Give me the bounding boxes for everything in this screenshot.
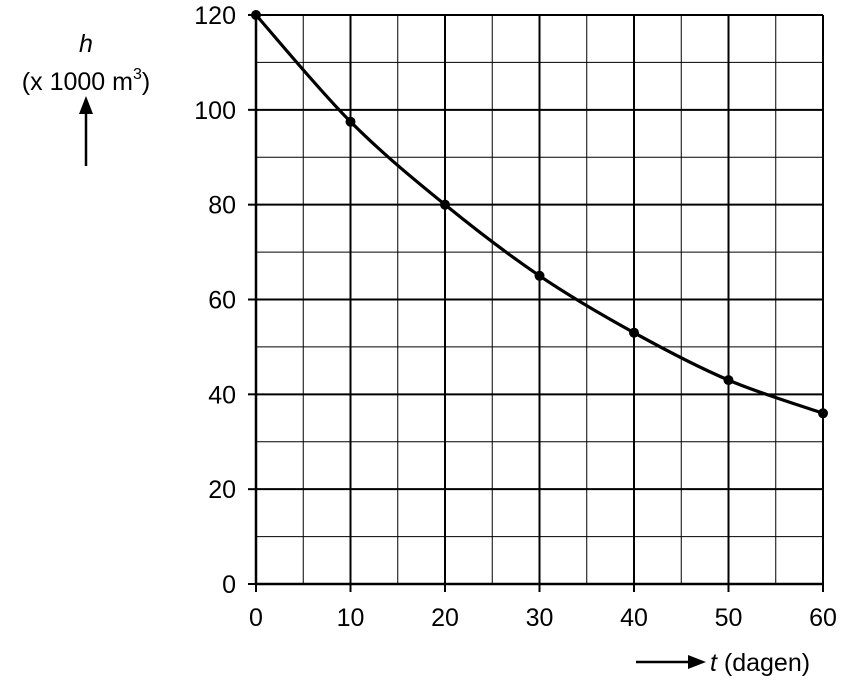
axes — [248, 14, 824, 592]
data-point — [723, 375, 734, 386]
y-axis-unit-prefix: (x 1000 m — [22, 68, 133, 96]
x-tick-label: 20 — [431, 604, 459, 632]
x-axis-arrow-icon — [636, 655, 706, 669]
x-axis-unit: (dagen) — [717, 649, 810, 677]
y-tick-label: 100 — [194, 97, 236, 125]
y-tick-labels: 0 20 40 60 80 100 120 — [194, 2, 236, 599]
major-grid — [256, 14, 824, 584]
x-tick-label: 40 — [620, 604, 648, 632]
data-points — [251, 10, 828, 419]
y-tick-label: 80 — [208, 192, 236, 220]
y-axis-arrow-icon — [79, 96, 93, 166]
x-tick-label: 50 — [715, 604, 743, 632]
data-point — [629, 327, 639, 338]
x-tick-labels: 0 10 20 30 40 50 60 — [249, 604, 837, 632]
x-tick-label: 30 — [526, 604, 554, 632]
data-point — [818, 408, 828, 419]
y-axis-symbol: h — [79, 30, 93, 58]
data-point — [534, 270, 545, 281]
y-axis-unit-suffix: ) — [142, 68, 150, 96]
y-axis-unit: (x 1000 m3) — [22, 66, 150, 96]
y-tick-label: 0 — [222, 571, 236, 599]
y-axis-unit-exponent: 3 — [133, 66, 142, 83]
x-axis-label: t (dagen) — [710, 649, 810, 677]
x-tick-label: 60 — [809, 604, 837, 632]
y-tick-label: 60 — [208, 287, 236, 315]
x-tick-label: 10 — [337, 604, 365, 632]
y-tick-label: 20 — [208, 476, 236, 504]
data-point — [251, 10, 261, 20]
data-point — [440, 199, 450, 210]
y-tick-label: 40 — [208, 381, 236, 409]
x-tick-label: 0 — [249, 604, 263, 632]
y-tick-label: 120 — [194, 2, 236, 30]
x-axis-symbol: t — [710, 649, 718, 677]
data-point — [345, 116, 356, 127]
